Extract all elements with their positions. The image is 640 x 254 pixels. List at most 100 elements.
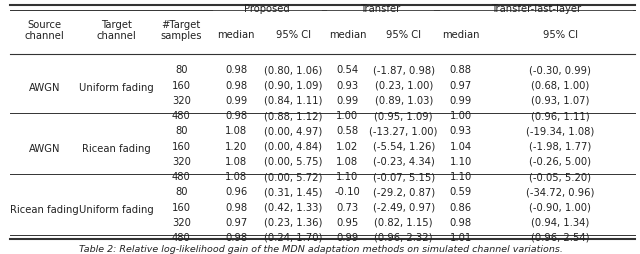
Text: #Target
samples: #Target samples [161, 20, 202, 41]
Text: 320: 320 [172, 156, 191, 166]
Text: (0.89, 1.03): (0.89, 1.03) [374, 96, 433, 105]
Text: (0.00, 5.72): (0.00, 5.72) [264, 171, 323, 181]
Text: (-19.34, 1.08): (-19.34, 1.08) [526, 126, 595, 136]
Text: (-0.90, 1.00): (-0.90, 1.00) [529, 202, 591, 212]
Text: (0.31, 1.45): (0.31, 1.45) [264, 186, 323, 197]
Text: (0.68, 1.00): (0.68, 1.00) [531, 80, 589, 90]
Text: 0.98: 0.98 [225, 111, 247, 121]
Text: 1.00: 1.00 [450, 111, 472, 121]
Text: Ricean fading: Ricean fading [10, 204, 79, 214]
Text: (-1.98, 1.77): (-1.98, 1.77) [529, 141, 591, 151]
Text: (-2.49, 0.97): (-2.49, 0.97) [372, 202, 435, 212]
Text: 95% CI: 95% CI [276, 30, 311, 40]
Text: 0.98: 0.98 [225, 80, 247, 90]
Text: AWGN: AWGN [29, 83, 61, 93]
Text: 0.96: 0.96 [225, 186, 248, 197]
Text: 0.98: 0.98 [225, 202, 247, 212]
Text: Source
channel: Source channel [25, 20, 65, 41]
Text: 0.73: 0.73 [337, 202, 358, 212]
Text: 0.98: 0.98 [225, 65, 247, 75]
Text: 1.08: 1.08 [225, 156, 247, 166]
Text: (0.96, 2.54): (0.96, 2.54) [531, 232, 589, 242]
Text: Transfer-last-layer: Transfer-last-layer [491, 4, 581, 13]
Text: 0.99: 0.99 [450, 96, 472, 105]
Text: 320: 320 [172, 217, 191, 227]
Text: (0.90, 1.09): (0.90, 1.09) [264, 80, 323, 90]
Text: median: median [218, 30, 255, 40]
Text: (0.42, 1.33): (0.42, 1.33) [264, 202, 323, 212]
Text: (-13.27, 1.00): (-13.27, 1.00) [369, 126, 438, 136]
Text: Uniform fading: Uniform fading [79, 204, 154, 214]
Text: Table 2: Relative log-likelihood gain of the MDN adaptation methods on simulated: Table 2: Relative log-likelihood gain of… [79, 244, 563, 253]
Text: 480: 480 [172, 232, 191, 242]
Text: 0.58: 0.58 [337, 126, 358, 136]
Text: 160: 160 [172, 202, 191, 212]
Text: (0.00, 4.97): (0.00, 4.97) [264, 126, 323, 136]
Text: (-34.72, 0.96): (-34.72, 0.96) [526, 186, 595, 197]
Text: 480: 480 [172, 171, 191, 181]
Text: 480: 480 [172, 111, 191, 121]
Text: (-0.26, 5.00): (-0.26, 5.00) [529, 156, 591, 166]
Text: 0.88: 0.88 [450, 65, 472, 75]
Text: 320: 320 [172, 96, 191, 105]
Text: (0.82, 1.15): (0.82, 1.15) [374, 217, 433, 227]
Text: 0.93: 0.93 [337, 80, 358, 90]
Text: 0.99: 0.99 [225, 96, 248, 105]
Text: 0.54: 0.54 [337, 65, 358, 75]
Text: (-1.87, 0.98): (-1.87, 0.98) [372, 65, 435, 75]
Text: (0.96, 1.11): (0.96, 1.11) [531, 111, 589, 121]
Text: 95% CI: 95% CI [543, 30, 578, 40]
Text: 1.10: 1.10 [450, 156, 472, 166]
Text: Uniform fading: Uniform fading [79, 83, 154, 93]
Text: (0.93, 1.07): (0.93, 1.07) [531, 96, 589, 105]
Text: (0.00, 5.75): (0.00, 5.75) [264, 156, 323, 166]
Text: Proposed: Proposed [244, 4, 290, 13]
Text: 80: 80 [175, 186, 188, 197]
Text: 1.01: 1.01 [450, 232, 472, 242]
Text: 1.10: 1.10 [450, 171, 472, 181]
Text: median: median [442, 30, 479, 40]
Text: 80: 80 [175, 65, 188, 75]
Text: (-0.23, 4.34): (-0.23, 4.34) [372, 156, 435, 166]
Text: 0.98: 0.98 [225, 232, 247, 242]
Text: 160: 160 [172, 141, 191, 151]
Text: (0.88, 1.12): (0.88, 1.12) [264, 111, 323, 121]
Text: 1.00: 1.00 [337, 111, 358, 121]
Text: 80: 80 [175, 126, 188, 136]
Text: 0.98: 0.98 [450, 217, 472, 227]
Text: (0.23, 1.36): (0.23, 1.36) [264, 217, 323, 227]
Text: 160: 160 [172, 80, 191, 90]
Text: -0.10: -0.10 [335, 186, 360, 197]
Text: 1.04: 1.04 [450, 141, 472, 151]
Text: 0.99: 0.99 [336, 232, 358, 242]
Text: Target
channel: Target channel [97, 20, 136, 41]
Text: (-0.30, 0.99): (-0.30, 0.99) [529, 65, 591, 75]
Text: (-0.05, 5.20): (-0.05, 5.20) [529, 171, 591, 181]
Text: 1.20: 1.20 [225, 141, 248, 151]
Text: (-29.2, 0.87): (-29.2, 0.87) [372, 186, 435, 197]
Text: 0.97: 0.97 [225, 217, 248, 227]
Text: 0.86: 0.86 [450, 202, 472, 212]
Text: AWGN: AWGN [29, 144, 61, 154]
Text: (0.80, 1.06): (0.80, 1.06) [264, 65, 323, 75]
Text: 1.10: 1.10 [336, 171, 358, 181]
Text: 0.93: 0.93 [450, 126, 472, 136]
Text: (0.84, 1.11): (0.84, 1.11) [264, 96, 323, 105]
Text: (0.23, 1.00): (0.23, 1.00) [374, 80, 433, 90]
Text: 0.97: 0.97 [450, 80, 472, 90]
Text: (0.95, 1.09): (0.95, 1.09) [374, 111, 433, 121]
Text: (0.24, 1.70): (0.24, 1.70) [264, 232, 323, 242]
Text: (-5.54, 1.26): (-5.54, 1.26) [372, 141, 435, 151]
Text: median: median [329, 30, 366, 40]
Text: 1.08: 1.08 [225, 171, 247, 181]
Text: Transfer: Transfer [360, 4, 401, 13]
Text: (0.96, 2.32): (0.96, 2.32) [374, 232, 433, 242]
Text: 95% CI: 95% CI [386, 30, 421, 40]
Text: 1.08: 1.08 [225, 126, 247, 136]
Text: 1.02: 1.02 [336, 141, 358, 151]
Text: 1.08: 1.08 [337, 156, 358, 166]
Text: (-0.07, 5.15): (-0.07, 5.15) [372, 171, 435, 181]
Text: 0.95: 0.95 [336, 217, 358, 227]
Text: 0.59: 0.59 [450, 186, 472, 197]
Text: Ricean fading: Ricean fading [82, 144, 150, 154]
